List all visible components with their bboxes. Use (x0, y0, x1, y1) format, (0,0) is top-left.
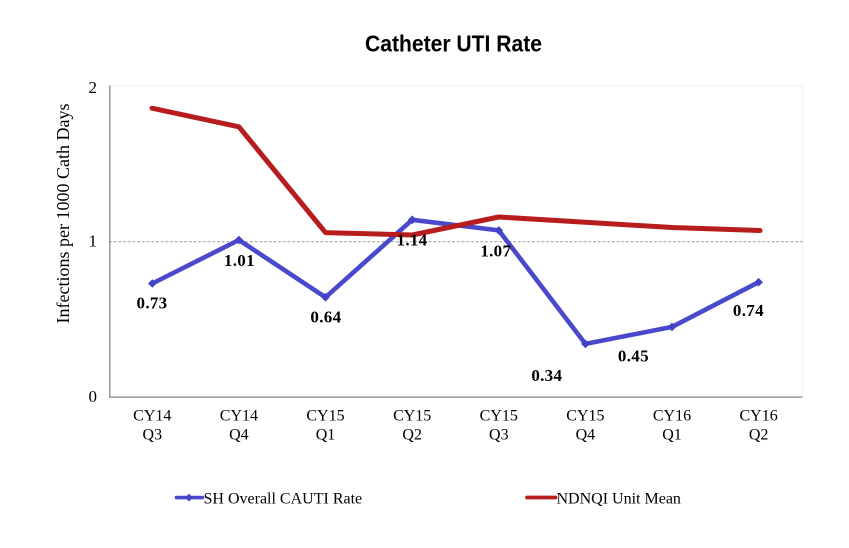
svg-text:Q2: Q2 (402, 427, 422, 444)
svg-text:CY14: CY14 (220, 408, 258, 425)
svg-text:1.07: 1.07 (480, 242, 511, 261)
svg-text:CY16: CY16 (653, 408, 691, 425)
svg-text:1.01: 1.01 (224, 251, 255, 270)
svg-text:Q1: Q1 (662, 427, 682, 444)
svg-text:1.14: 1.14 (397, 231, 428, 250)
svg-text:Q4: Q4 (576, 427, 596, 444)
svg-text:NDNQI Unit Mean: NDNQI Unit Mean (557, 490, 681, 507)
svg-text:Catheter UTI Rate: Catheter UTI Rate (365, 31, 542, 57)
svg-text:0.45: 0.45 (618, 347, 649, 366)
svg-text:CY16: CY16 (739, 408, 777, 425)
svg-text:CY15: CY15 (566, 408, 604, 425)
svg-text:0.34: 0.34 (531, 366, 562, 385)
svg-text:0.74: 0.74 (733, 301, 764, 320)
svg-text:Q3: Q3 (143, 427, 163, 444)
svg-text:CY15: CY15 (480, 408, 518, 425)
svg-text:CY15: CY15 (393, 408, 431, 425)
svg-text:1: 1 (89, 232, 98, 251)
svg-text:Q3: Q3 (489, 427, 509, 444)
svg-text:Q4: Q4 (229, 427, 249, 444)
svg-text:Q2: Q2 (749, 427, 769, 444)
svg-text:0: 0 (89, 387, 98, 406)
svg-text:CY14: CY14 (133, 408, 171, 425)
svg-text:SH Overall CAUTI Rate: SH Overall CAUTI Rate (204, 490, 363, 507)
svg-text:Q1: Q1 (316, 427, 336, 444)
svg-text:Infections per 1000 Cath Days: Infections per 1000 Cath Days (53, 104, 73, 324)
svg-text:CY15: CY15 (306, 408, 344, 425)
svg-text:0.64: 0.64 (310, 308, 341, 327)
svg-text:0.73: 0.73 (137, 293, 168, 312)
svg-text:2: 2 (89, 78, 98, 97)
